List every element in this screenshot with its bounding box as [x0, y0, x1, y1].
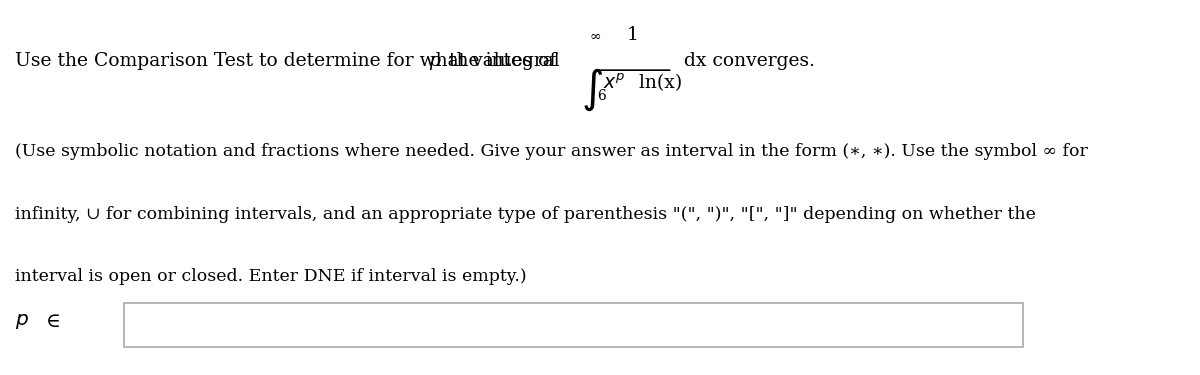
Text: (Use symbolic notation and fractions where needed. Give your answer as interval : (Use symbolic notation and fractions whe… — [14, 144, 1087, 160]
Text: p: p — [428, 52, 440, 70]
Text: Use the Comparison Test to determine for what values of: Use the Comparison Test to determine for… — [14, 52, 562, 70]
Text: infinity, ∪ for combining intervals, and an appropriate type of parenthesis "(",: infinity, ∪ for combining intervals, and… — [14, 206, 1036, 223]
Text: the integral: the integral — [443, 52, 559, 70]
Text: $\int$: $\int$ — [581, 66, 604, 113]
Text: ln(x): ln(x) — [634, 74, 683, 92]
Text: $x^p$: $x^p$ — [602, 74, 625, 93]
Text: ∞: ∞ — [589, 30, 601, 44]
FancyBboxPatch shape — [124, 303, 1022, 347]
Text: dx converges.: dx converges. — [678, 52, 815, 70]
Text: 6: 6 — [596, 88, 606, 102]
Text: $p$: $p$ — [14, 312, 29, 331]
Text: ∈: ∈ — [46, 312, 61, 331]
Text: interval is open or closed. Enter DNE if interval is empty.): interval is open or closed. Enter DNE if… — [14, 268, 526, 285]
Text: 1: 1 — [628, 26, 638, 44]
